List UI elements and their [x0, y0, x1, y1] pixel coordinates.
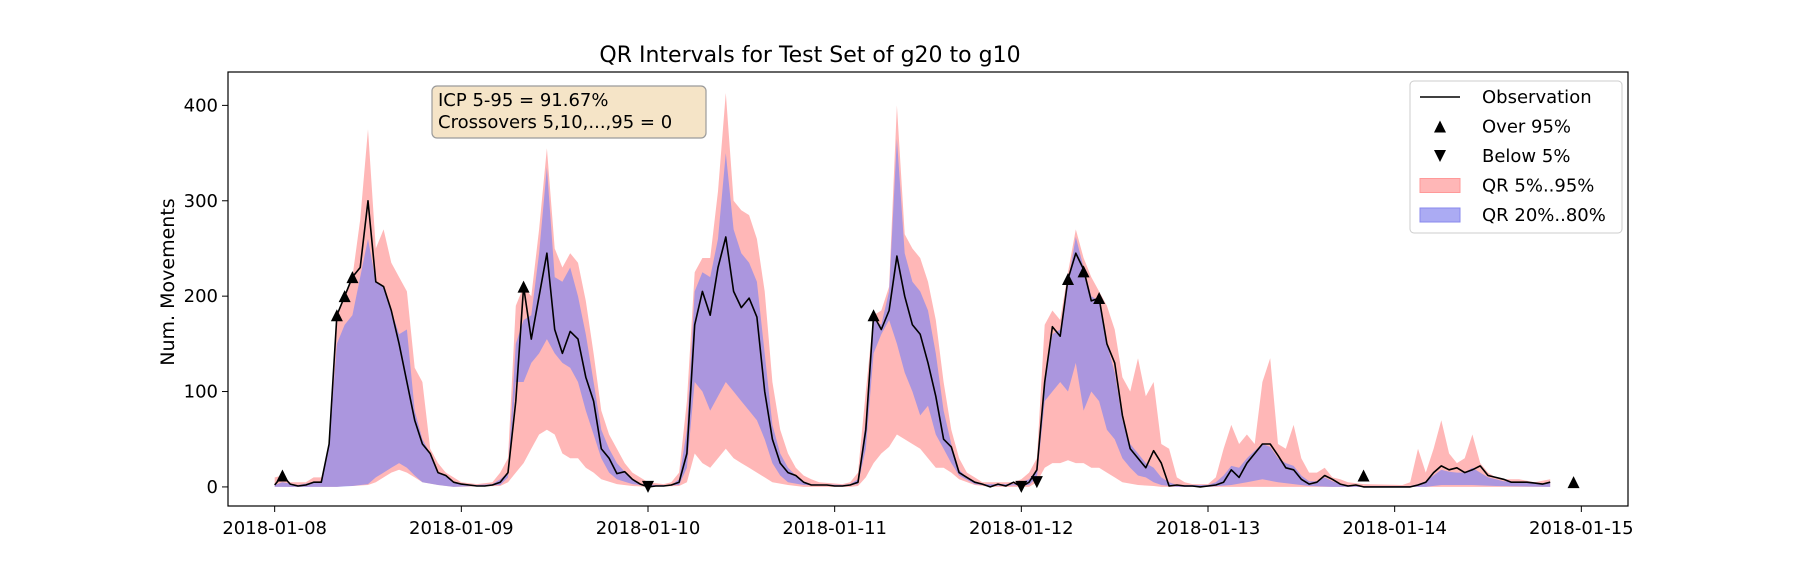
over-95-marker	[517, 280, 530, 293]
below-5-marker	[1030, 476, 1043, 489]
observation-line	[274, 200, 1551, 488]
axes: 0 100 200 300 400 2018-01-08 2018-01-09 2018-01…	[184, 71, 1634, 539]
x-tick-label: 2018-01-08	[222, 518, 327, 539]
x-tick-label: 2018-01-12	[969, 518, 1074, 539]
annotation-background	[431, 85, 707, 139]
over-95-marker	[346, 271, 359, 284]
legend-frame	[1409, 80, 1623, 234]
annotation-line: ICP 5-95 = 91.67%	[438, 90, 608, 111]
over-95-marker	[1357, 469, 1370, 482]
legend-label: Observation	[1482, 87, 1592, 108]
y-tick-label: 300	[184, 191, 218, 212]
over-95-marker	[1093, 292, 1106, 305]
y-tick-label: 0	[207, 477, 218, 498]
over-95-marker	[338, 290, 351, 303]
over-95-marker	[1062, 272, 1074, 285]
over-95-marker	[1077, 265, 1090, 278]
plot-frame	[227, 71, 1629, 507]
legend-swatch-band-20-80	[1419, 207, 1461, 223]
annotation-line: Crossovers 5,10,...,95 = 0	[438, 112, 672, 133]
x-tick-label: 2018-01-09	[409, 518, 514, 539]
legend-label: Below 5%	[1482, 146, 1570, 167]
legend-label: QR 20%..80%	[1482, 205, 1606, 226]
chart-title: QR Intervals for Test Set of g20 to g10	[599, 43, 1020, 68]
below-5-marker	[1015, 480, 1028, 493]
plot-area	[274, 93, 1551, 488]
below-5-marker	[642, 480, 654, 493]
y-tick-label: 200	[184, 286, 218, 307]
x-tick-label: 2018-01-11	[782, 518, 887, 539]
legend-swatch-below-5	[1434, 150, 1446, 162]
legend-swatch-over-95	[1434, 120, 1446, 133]
y-tick-label: 400	[184, 95, 218, 116]
x-tick-label: 2018-01-10	[596, 518, 701, 539]
legend-label: Over 95%	[1482, 117, 1571, 138]
over-95-marker	[1567, 476, 1580, 489]
legend-label: QR 5%..95%	[1482, 176, 1594, 197]
over-95-marker	[867, 309, 880, 322]
over-95-marker	[330, 309, 343, 322]
legend-swatch-band-5-95	[1419, 178, 1461, 193]
legend: Observation Over 95% Below 5% QR 5%..95% QR …	[1409, 80, 1623, 234]
x-tick-label: 2018-01-14	[1342, 518, 1447, 539]
x-tick-label: 2018-01-15	[1529, 518, 1634, 539]
annotation-box: ICP 5-95 = 91.67%Crossovers 5,10,...,95 …	[431, 85, 707, 139]
y-axis-label: Num. Movements	[157, 198, 179, 365]
over-95-marker	[276, 469, 289, 482]
x-tick-label: 2018-01-13	[1156, 518, 1261, 539]
y-tick-label: 100	[184, 382, 218, 403]
